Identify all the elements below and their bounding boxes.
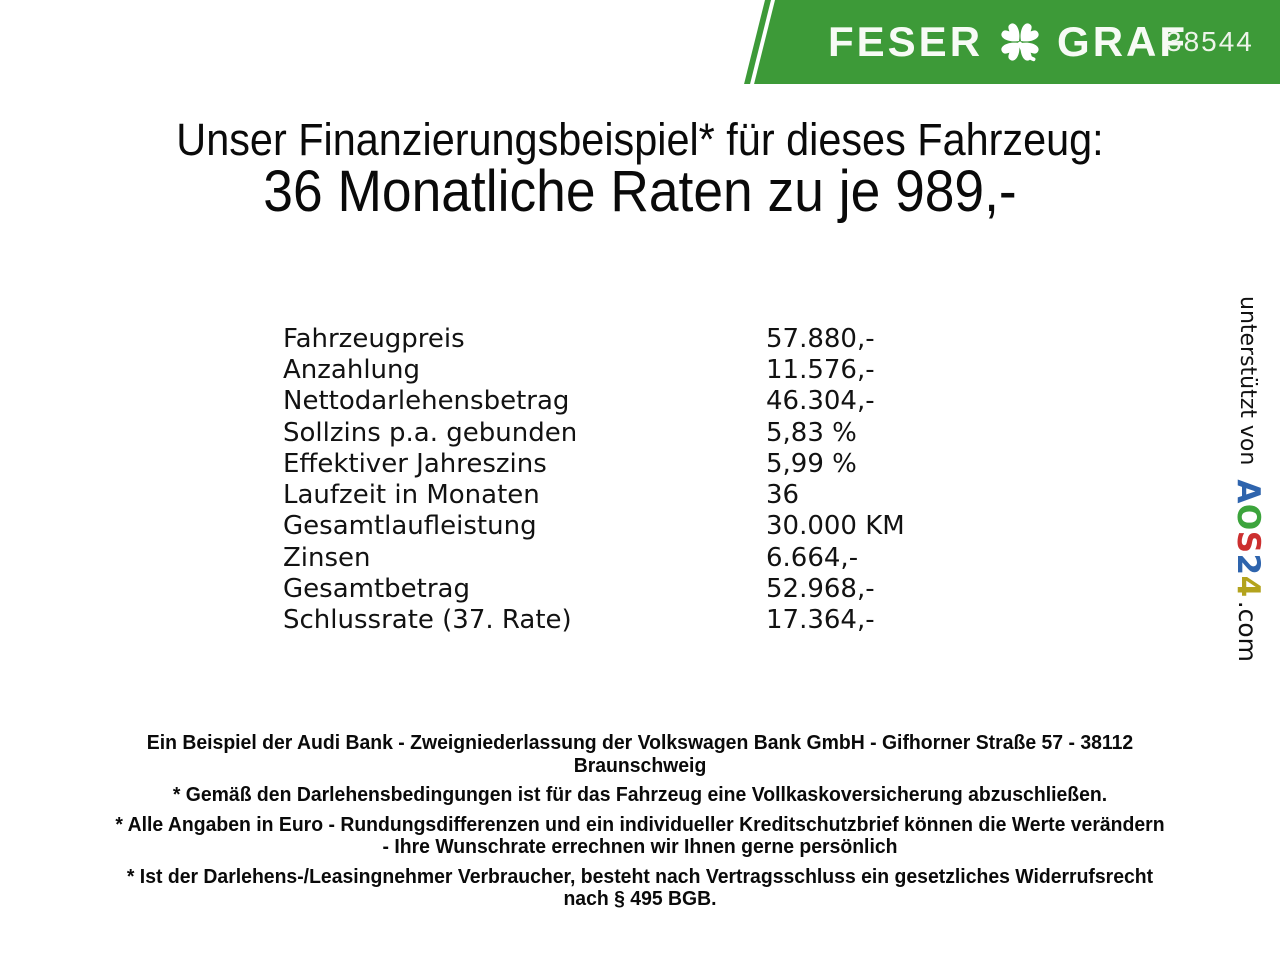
row-label: Gesamtbetrag — [283, 574, 470, 605]
row-value: 6.664,- — [766, 542, 859, 573]
financing-table: Fahrzeugpreis 57.880,- Anzahlung 11.576,… — [283, 323, 905, 636]
row-value: 11.576,- — [766, 354, 875, 385]
row-value: 52.968,- — [766, 574, 875, 605]
brand-word-feser: FESER — [828, 18, 984, 65]
supported-by-watermark: unterstützt von A O S 2 4 .com — [1230, 296, 1266, 668]
aos24-domain-suffix: .com — [1233, 600, 1263, 663]
withdrawal-note-text: * Ist der Darlehens-/Leasingnehmer Verbr… — [126, 865, 1154, 911]
supported-by-label: unterstützt von — [1235, 296, 1261, 466]
table-row: Nettodarlehensbetrag 46.304,- — [283, 386, 905, 417]
aos24-logo-letter: S — [1230, 530, 1266, 554]
row-label: Schlussrate (37. Rate) — [283, 605, 572, 636]
row-value: 5,99 % — [766, 448, 857, 479]
monthly-rate-subtitle: 36 Monatliche Raten zu je 989,- — [263, 159, 1017, 224]
vehicle-number: 38544 — [1166, 26, 1254, 57]
table-row: Laufzeit in Monaten 36 — [283, 479, 905, 510]
table-row: Effektiver Jahreszins 5,99 % — [283, 448, 905, 479]
legal-footer: Ein Beispiel der Audi Bank - Zweignieder… — [19, 732, 1261, 918]
row-label: Sollzins p.a. gebunden — [283, 417, 578, 448]
table-row: Gesamtlaufleistung 30.000 KM — [283, 511, 905, 542]
table-row: Anzahlung 11.576,- — [283, 354, 905, 385]
row-value: 46.304,- — [766, 386, 875, 417]
row-label: Zinsen — [283, 542, 371, 573]
row-value: 17.364,- — [766, 605, 875, 636]
row-value: 5,83 % — [766, 417, 857, 448]
row-label: Nettodarlehensbetrag — [283, 386, 570, 417]
table-row: Schlussrate (37. Rate) 17.364,- — [283, 605, 905, 636]
clover-icon — [1001, 23, 1039, 62]
row-label: Laufzeit in Monaten — [283, 480, 540, 511]
aos24-logo-letter: 2 — [1230, 553, 1266, 576]
row-label: Gesamtlaufleistung — [283, 511, 537, 542]
row-value: 30.000 KM — [766, 511, 905, 542]
row-label: Fahrzeugpreis — [283, 323, 465, 354]
aos24-logo-letter: O — [1230, 503, 1266, 531]
bank-address-text: Ein Beispiel der Audi Bank - Zweignieder… — [146, 732, 1134, 777]
table-row: Fahrzeugpreis 57.880,- — [283, 323, 905, 354]
brand-logo: FESER GRAF — [828, 0, 1188, 84]
financing-example-title: Unser Finanzierungsbeispiel* für dieses … — [176, 114, 1104, 165]
aos24-logo-letter: A — [1230, 479, 1266, 504]
insurance-note-text: * Gemäß den Darlehensbedingungen ist für… — [172, 784, 1108, 806]
row-label: Anzahlung — [283, 354, 421, 385]
row-value: 36 — [766, 480, 800, 511]
euro-note-text: * Alle Angaben in Euro - Rundungsdiffere… — [115, 813, 1165, 859]
brand-word-graf: GRAF — [1057, 18, 1189, 65]
table-row: Sollzins p.a. gebunden 5,83 % — [283, 417, 905, 448]
row-value: 57.880,- — [766, 323, 875, 354]
aos24-logo-letter: 4 — [1230, 575, 1266, 598]
row-label: Effektiver Jahreszins — [283, 448, 547, 479]
table-row: Zinsen 6.664,- — [283, 542, 905, 573]
table-row: Gesamtbetrag 52.968,- — [283, 573, 905, 604]
